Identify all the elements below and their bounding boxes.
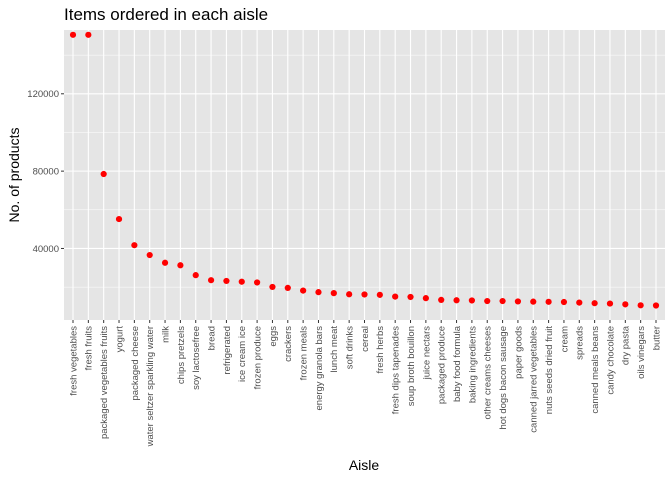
x-tick-label: oils vinegars — [636, 326, 647, 379]
data-point — [422, 295, 429, 302]
data-point — [69, 31, 77, 38]
x-tick-label: chips pretzels — [176, 326, 187, 384]
x-tick-label: crackers — [283, 326, 294, 362]
data-point — [545, 298, 552, 305]
data-point — [207, 277, 215, 284]
data-point — [115, 215, 123, 223]
data-point — [269, 283, 276, 291]
data-point — [177, 262, 184, 269]
x-tick-label: spreads — [575, 326, 586, 360]
x-tick-label: packaged vegetables fruits — [99, 326, 110, 439]
x-tick-label: canned jarred vegetables — [529, 326, 540, 433]
data-point — [100, 170, 107, 178]
data-point — [652, 302, 660, 309]
data-point — [622, 301, 629, 308]
x-tick-label: canned meals beans — [590, 326, 601, 414]
data-points — [69, 31, 660, 309]
data-point — [192, 272, 199, 279]
data-point — [637, 302, 644, 309]
data-point — [85, 31, 92, 38]
x-axis: fresh vegetables fresh fruits packaged veg… — [68, 320, 662, 447]
x-tick-label: bread — [206, 326, 217, 350]
data-point — [238, 278, 245, 285]
data-point — [407, 293, 414, 301]
x-tick-label: fresh herbs — [375, 326, 386, 374]
data-point — [346, 291, 353, 298]
data-point — [560, 298, 568, 306]
data-point — [361, 291, 368, 298]
data-point — [438, 296, 445, 303]
x-tick-label: yogurt — [114, 326, 125, 353]
data-point — [376, 291, 383, 298]
chart-title: Items ordered in each aisle — [64, 5, 268, 24]
x-tick-label: energy granola bars — [314, 326, 325, 411]
x-tick-label: candy chocolate — [605, 326, 616, 395]
x-tick-label: fresh vegetables — [68, 326, 79, 396]
x-tick-label: refrigerated — [222, 326, 233, 375]
y-axis: 40000 80000 120000 — [27, 89, 64, 255]
data-point — [606, 300, 614, 307]
x-tick-label: frozen meals — [299, 326, 310, 381]
x-tick-label: baby food formula — [452, 325, 463, 402]
x-tick-label: nuts seeds dried fruit — [544, 326, 555, 415]
x-tick-label: cream — [559, 326, 570, 352]
x-tick-label: water seltzer sparkling water — [145, 326, 156, 447]
x-tick-label: lunch meat — [329, 326, 340, 373]
data-point — [254, 279, 261, 286]
y-tick-label: 120000 — [27, 89, 59, 100]
x-tick-label: paper goods — [513, 326, 524, 379]
y-axis-title: No. of products — [6, 128, 22, 223]
x-tick-label: soy lactosefree — [191, 326, 202, 390]
x-tick-label: soup broth bouillon — [406, 326, 417, 406]
data-point — [468, 297, 475, 304]
x-tick-label: fresh fruits — [84, 326, 95, 371]
data-point — [591, 300, 598, 307]
data-point — [330, 290, 337, 297]
x-tick-label: milk — [160, 326, 171, 343]
data-point — [453, 297, 460, 304]
x-tick-label: packaged cheese — [130, 326, 141, 400]
x-tick-label: soft drinks — [345, 326, 356, 370]
x-tick-label: eggs — [268, 326, 279, 347]
x-tick-label: hot dogs bacon sausage — [498, 326, 509, 430]
x-axis-title: Aisle — [349, 457, 380, 473]
data-point — [392, 293, 399, 300]
x-tick-label: packaged produce — [437, 326, 448, 404]
data-point — [131, 242, 138, 249]
data-point — [315, 289, 322, 296]
x-tick-label: cereal — [360, 326, 371, 352]
data-point — [161, 259, 169, 266]
data-point — [484, 297, 491, 305]
x-tick-label: baking ingredients — [467, 326, 478, 403]
data-point — [530, 298, 537, 305]
x-tick-label: other creams cheeses — [483, 326, 494, 420]
x-tick-label: butter — [651, 326, 662, 350]
data-point — [146, 251, 153, 259]
data-point — [300, 287, 307, 294]
data-point — [223, 277, 230, 285]
y-tick-label: 40000 — [33, 244, 59, 255]
x-tick-label: ice cream ice — [237, 326, 248, 382]
x-tick-label: fresh dips tapenades — [391, 326, 402, 414]
x-tick-label: frozen produce — [253, 326, 264, 389]
data-point — [284, 284, 291, 292]
x-tick-label: dry pasta — [621, 325, 632, 365]
data-point — [576, 299, 583, 306]
data-point — [514, 298, 522, 305]
y-tick-label: 80000 — [33, 166, 59, 177]
x-tick-label: juice nectars — [421, 326, 432, 381]
data-point — [499, 297, 506, 305]
